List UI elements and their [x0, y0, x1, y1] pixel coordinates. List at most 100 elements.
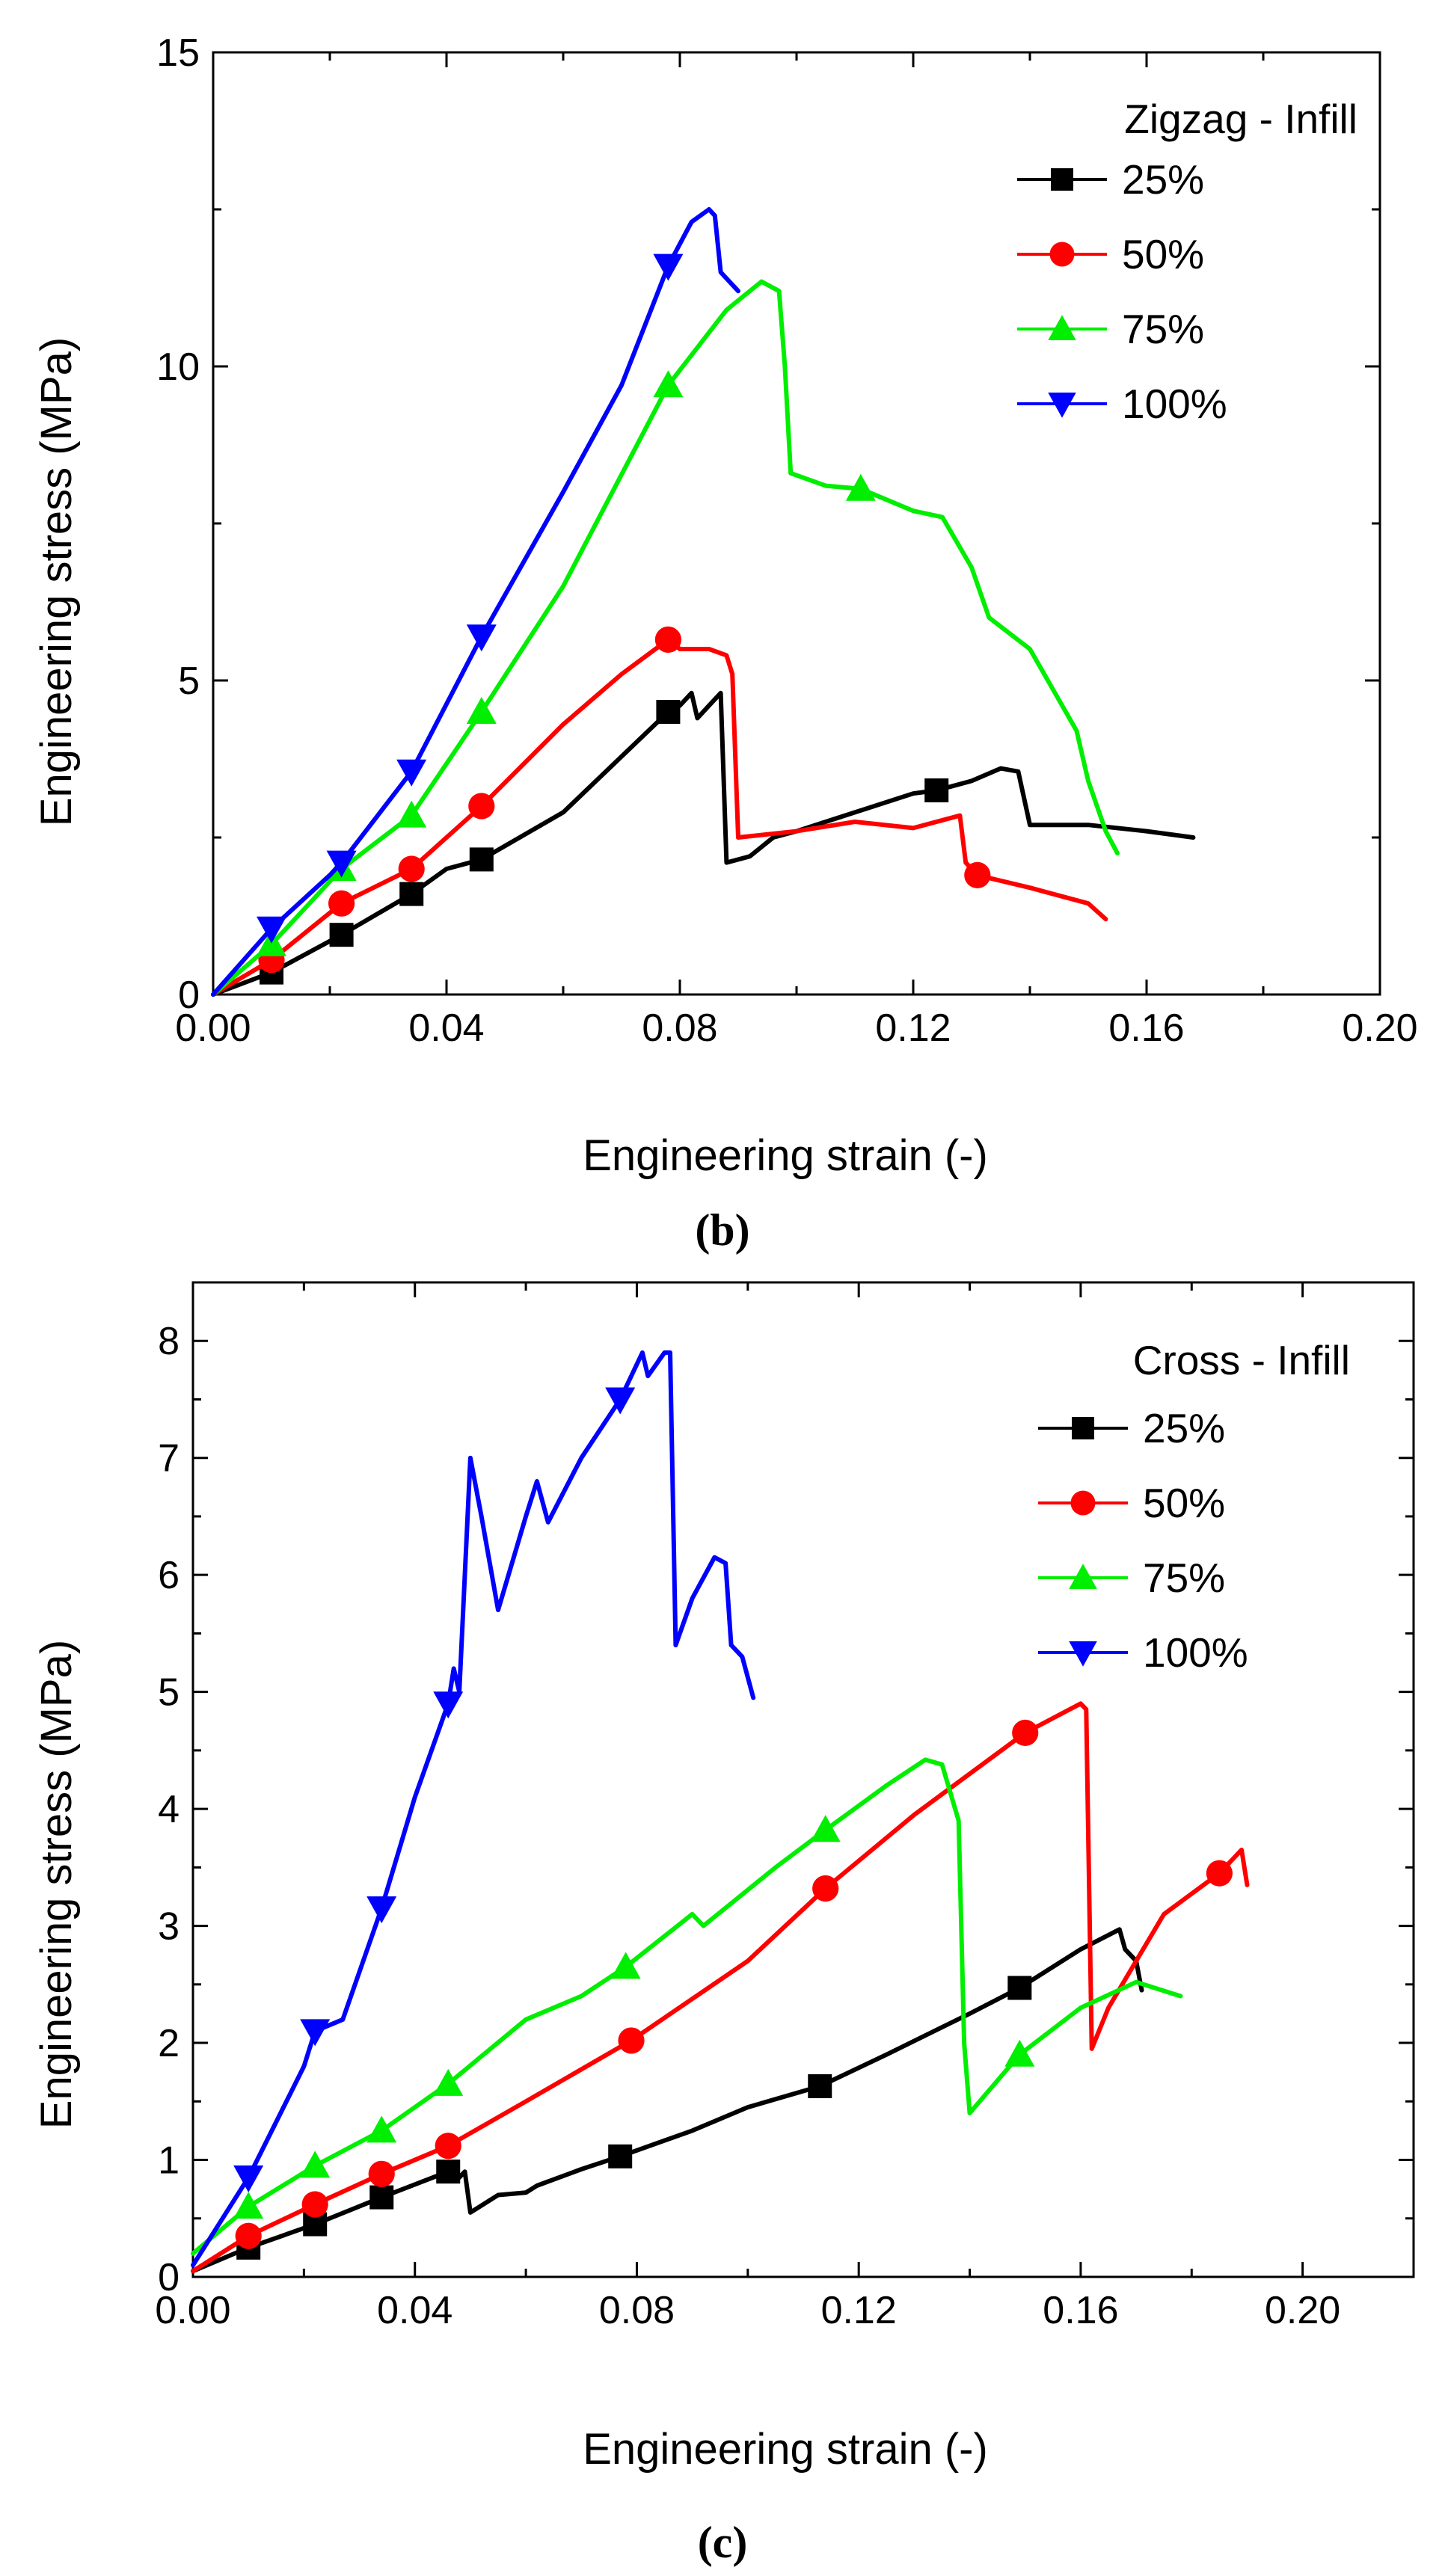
- legend-marker: [1072, 1417, 1094, 1439]
- data-point-100pct: [300, 2019, 331, 2047]
- x-tick-label: 0.04: [408, 1006, 484, 1050]
- data-point-100pct: [233, 2165, 264, 2192]
- plot-frame: [212, 51, 1381, 996]
- series-line-100pct: [191, 1350, 756, 2268]
- y-tick-label: 2: [158, 2022, 180, 2065]
- data-point-50pct: [1206, 1860, 1233, 1887]
- data-point-100pct: [605, 1387, 636, 1415]
- series-line-50pct: [191, 1701, 1250, 2274]
- x-tick-label: 0.04: [377, 2289, 452, 2332]
- y-axis-label: Engineering stress (MPa): [32, 1640, 81, 2129]
- series-line-75pct: [211, 279, 1120, 997]
- legend-label: 50%: [1122, 231, 1204, 277]
- y-tick-label: 5: [158, 1671, 180, 1715]
- data-point-25pct: [924, 778, 949, 802]
- data-point-100pct: [396, 759, 427, 787]
- data-point-25pct: [808, 2074, 832, 2098]
- data-point-100pct: [653, 253, 684, 281]
- data-point-75pct: [366, 2115, 397, 2143]
- x-tick-label: 0.08: [642, 1006, 717, 1050]
- x-axis-label: Engineering strain (-): [583, 2425, 988, 2474]
- data-point-50pct: [235, 2222, 262, 2249]
- data-point-25pct: [436, 2160, 461, 2184]
- data-point-100pct: [433, 1691, 464, 1719]
- panel-caption-b: (b): [695, 1205, 749, 1255]
- legend-marker: [1069, 1564, 1097, 1589]
- data-point-75pct: [1004, 2039, 1035, 2067]
- chart-panel-b: Engineering stress (MPa) Engineering str…: [32, 31, 1418, 1255]
- x-tick-label: 0.12: [875, 1006, 951, 1050]
- data-point-75pct: [396, 800, 427, 828]
- legend: Zigzag - Infill 25% 50% 75% 100%: [1017, 96, 1357, 427]
- legend-label: 25%: [1122, 156, 1204, 203]
- data-point-75pct: [810, 1815, 841, 1842]
- x-tick-label: 0.00: [155, 2289, 230, 2332]
- data-point-50pct: [328, 890, 355, 917]
- y-tick-label: 8: [158, 1320, 180, 1363]
- data-point-50pct: [654, 626, 682, 654]
- x-axis-label: Engineering strain (-): [583, 1131, 988, 1180]
- y-tick-label: 3: [158, 1905, 180, 1949]
- x-tick-label: 0.12: [821, 2289, 897, 2332]
- legend-marker: [1070, 1490, 1096, 1516]
- y-tick-label: 10: [156, 345, 200, 389]
- data-point-50pct: [368, 2160, 395, 2187]
- data-point-75pct: [845, 473, 876, 501]
- x-tick-label: 0.20: [1265, 2289, 1340, 2332]
- chart-panel-c: Engineering stress (MPa) Engineering str…: [32, 1281, 1415, 2567]
- data-point-75pct: [233, 2192, 264, 2219]
- y-axis-label: Engineering stress (MPa): [32, 337, 81, 826]
- legend-marker: [1069, 1641, 1097, 1667]
- y-tick-label: 7: [158, 1437, 180, 1481]
- y-tick-label: 1: [158, 2139, 180, 2183]
- series-line-100pct: [211, 207, 740, 997]
- x-tick-label: 0.16: [1108, 1006, 1184, 1050]
- legend-title: Cross - Infill: [1133, 1337, 1350, 1383]
- data-point-25pct: [399, 882, 424, 906]
- series-line-25pct: [211, 690, 1196, 997]
- legend-label: 100%: [1143, 1629, 1248, 1676]
- data-point-50pct: [1012, 1719, 1039, 1747]
- x-tick-label: 0.20: [1342, 1006, 1417, 1050]
- panel-caption-c: (c): [698, 2518, 748, 2567]
- data-point-50pct: [301, 2191, 328, 2218]
- legend-label: 25%: [1143, 1405, 1225, 1451]
- data-point-50pct: [618, 2027, 645, 2054]
- y-tick-label: 6: [158, 1554, 180, 1597]
- data-point-25pct: [656, 700, 681, 724]
- legend-marker: [1048, 315, 1076, 340]
- data-point-75pct: [653, 370, 684, 398]
- data-point-100pct: [257, 916, 286, 944]
- data-point-100pct: [366, 1896, 397, 1924]
- x-tick-label: 0.00: [175, 1006, 251, 1050]
- plot-frame: [191, 1281, 1415, 2278]
- data-point-25pct: [369, 2185, 394, 2210]
- legend-label: 100%: [1122, 381, 1227, 427]
- data-point-50pct: [812, 1875, 839, 1902]
- data-point-75pct: [300, 2151, 331, 2178]
- data-point-25pct: [329, 923, 354, 947]
- legend-title: Zigzag - Infill: [1124, 96, 1357, 142]
- y-tick-label: 4: [158, 1788, 180, 1831]
- series-line-75pct: [191, 1757, 1183, 2256]
- y-tick-label: 0: [158, 2256, 180, 2299]
- plot-area: 0.00 0.04 0.08 0.12 0.16 0.20 0 5 10 15: [156, 31, 1417, 1050]
- series-line-25pct: [191, 1927, 1144, 2274]
- legend-marker: [1051, 168, 1073, 191]
- legend-label: 75%: [1122, 306, 1204, 352]
- legend: Cross - Infill 25% 50% 75% 100%: [1038, 1337, 1350, 1676]
- data-point-50pct: [964, 861, 991, 888]
- plot-area: 0.00 0.04 0.08 0.12 0.16 0.20 0 1 2 3 4 5 6 7 8: [155, 1281, 1415, 2332]
- data-point-50pct: [398, 855, 425, 882]
- y-tick-label: 15: [156, 31, 200, 75]
- x-tick-label: 0.16: [1043, 2289, 1118, 2332]
- data-point-100pct: [326, 850, 357, 878]
- x-tick-label: 0.08: [599, 2289, 675, 2332]
- data-point-75pct: [610, 1952, 641, 1979]
- data-point-50pct: [468, 793, 495, 820]
- y-tick-label: 0: [178, 974, 200, 1017]
- data-point-25pct: [1007, 1976, 1032, 2000]
- legend-marker: [1049, 242, 1075, 267]
- data-point-100pct: [466, 624, 497, 652]
